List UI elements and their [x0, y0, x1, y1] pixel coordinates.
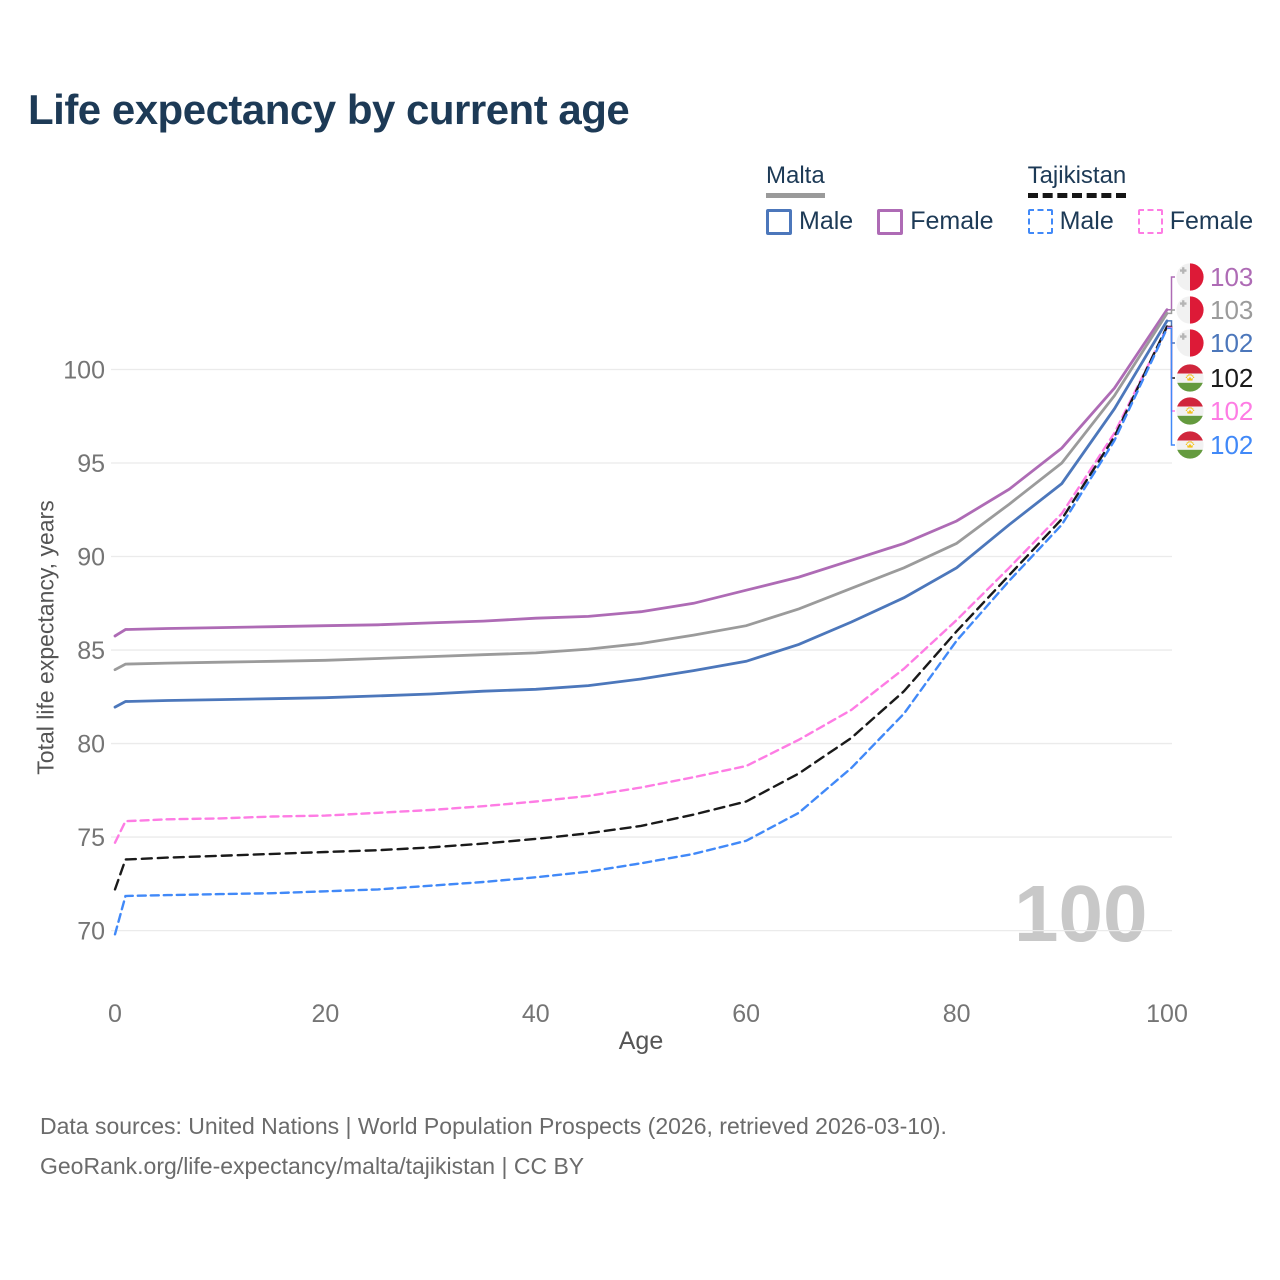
x-tick-label: 40	[522, 1000, 550, 1028]
end-label-value: 102	[1210, 430, 1254, 460]
y-tick-label: 70	[77, 918, 105, 946]
tajikistan-flag-icon	[1176, 397, 1204, 425]
x-tick-label: 100	[1146, 1000, 1188, 1028]
end-label-connector	[1167, 276, 1175, 311]
legend-label-malta-male: Male	[799, 207, 854, 235]
legend-group-malta: Malta Male Female	[766, 162, 994, 236]
x-tick-label: 80	[943, 1000, 971, 1028]
legend-item-tajikistan-male[interactable]: Male	[1027, 207, 1114, 236]
y-tick-label: 100	[63, 357, 105, 385]
end-label-value: 103	[1210, 262, 1254, 292]
y-tick-label: 80	[77, 731, 105, 759]
tajikistan-flag-icon	[1176, 364, 1204, 392]
end-label-value: 102	[1210, 328, 1254, 358]
x-axis-title: Age	[618, 1027, 664, 1055]
series-line-tajikistan-both[interactable]	[113, 325, 1169, 891]
end-label-row: 102	[1176, 397, 1253, 425]
series-line-malta-female[interactable]	[113, 308, 1169, 638]
end-label-row: 102	[1176, 329, 1253, 357]
legend-item-tajikistan-female[interactable]: Female	[1137, 207, 1254, 236]
y-tick-label: 85	[77, 637, 105, 665]
series-line-tajikistan-female[interactable]	[113, 326, 1169, 844]
series-line-tajikistan-male[interactable]	[113, 327, 1169, 936]
legend-group-tajikistan: Tajikistan Male Female	[1027, 162, 1254, 236]
legend: Malta Male Female Tajikistan Male Female	[766, 162, 1253, 236]
legend-country-malta[interactable]: Malta	[766, 162, 825, 198]
legend-label-tajikistan-female: Female	[1169, 207, 1254, 235]
series-line-malta-male[interactable]	[113, 319, 1169, 709]
age-counter-watermark: 100	[1014, 869, 1148, 958]
end-label-row: 103	[1176, 296, 1253, 324]
footer-attribution: GeoRank.org/life-expectancy/malta/tajiki…	[40, 1153, 585, 1179]
footer: Data sources: United Nations | World Pop…	[40, 1106, 947, 1186]
end-label-connector	[1167, 309, 1175, 315]
legend-swatch-tajikistan-female	[1137, 209, 1163, 234]
chart-title: Life expectancy by current age	[28, 86, 630, 133]
legend-label-tajikistan-male: Male	[1059, 207, 1114, 235]
legend-swatch-malta-male	[766, 208, 792, 235]
malta-flag-icon	[1176, 329, 1204, 357]
end-label-value: 102	[1210, 396, 1254, 426]
end-label-row: 102	[1176, 364, 1253, 392]
end-label-value: 102	[1210, 363, 1254, 393]
footer-data-sources: Data sources: United Nations | World Pop…	[40, 1113, 947, 1139]
end-label-row: 102	[1176, 431, 1253, 459]
end-label-row: 103	[1176, 263, 1253, 291]
end-label-connector	[1167, 327, 1175, 446]
legend-item-malta-female[interactable]: Female	[877, 207, 994, 236]
x-tick-label: 0	[108, 1000, 122, 1028]
legend-label-malta-female: Female	[910, 207, 994, 235]
malta-flag-icon	[1176, 296, 1204, 324]
y-axis-title: Total life expectancy, years	[32, 500, 59, 775]
malta-flag-icon	[1176, 263, 1204, 291]
legend-item-malta-male[interactable]: Male	[766, 207, 853, 236]
legend-items-malta: Male Female	[766, 207, 994, 236]
x-tick-label: 20	[311, 1000, 339, 1028]
series-line-malta-both[interactable]	[113, 311, 1169, 672]
legend-swatch-tajikistan-male	[1027, 209, 1053, 234]
y-tick-label: 75	[77, 824, 105, 852]
y-tick-label: 95	[77, 450, 105, 478]
x-tick-label: 60	[732, 1000, 760, 1028]
legend-swatch-malta-female	[877, 208, 904, 235]
legend-items-tajikistan: Male Female	[1027, 207, 1254, 236]
end-label-value: 103	[1210, 295, 1254, 325]
tajikistan-flag-icon	[1176, 431, 1204, 459]
y-tick-label: 90	[77, 544, 105, 572]
legend-country-tajikistan[interactable]: Tajikistan	[1027, 162, 1127, 198]
